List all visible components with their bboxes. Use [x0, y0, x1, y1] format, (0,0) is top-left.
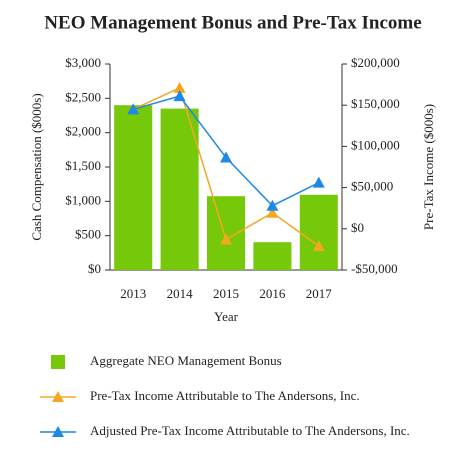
y2-axis-label: Pre-Tax Income ($000s)	[421, 104, 436, 230]
y-tick-label: $2,500	[65, 89, 101, 104]
marker	[266, 199, 279, 211]
legend-swatch	[52, 426, 64, 437]
legend-label: Adjusted Pre-Tax Income Attributable to …	[90, 423, 410, 438]
bar	[160, 108, 199, 270]
marker	[312, 240, 325, 252]
y-tick-label: $3,000	[65, 55, 101, 70]
marker	[220, 151, 232, 163]
marker	[173, 90, 186, 102]
legend-label: Aggregate NEO Management Bonus	[90, 353, 282, 368]
marker	[220, 233, 232, 245]
legend-label: Pre-Tax Income Attributable to The Ander…	[90, 388, 360, 403]
y-tick-label: $2,000	[65, 124, 101, 139]
legend-swatch	[52, 391, 64, 402]
y-tick-label: $0	[88, 261, 101, 276]
y2-tick-label: $0	[351, 220, 364, 235]
chart-title: NEO Management Bonus and Pre-Tax Income	[44, 12, 421, 33]
x-tick-label: 2014	[167, 286, 194, 301]
x-tick-label: 2015	[213, 286, 239, 301]
y2-tick-label: $50,000	[351, 179, 393, 194]
marker	[266, 206, 279, 218]
legend-swatch	[51, 355, 65, 369]
marker	[127, 103, 140, 115]
bar	[253, 242, 292, 270]
bar	[114, 105, 153, 270]
marker	[312, 176, 325, 188]
marker	[173, 81, 186, 93]
bar	[206, 196, 246, 270]
x-tick-label: 2016	[259, 286, 286, 301]
y2-tick-label: $200,000	[351, 55, 400, 70]
x-tick-label: 2017	[306, 286, 333, 301]
bar	[299, 194, 338, 270]
x-tick-label: 2013	[120, 286, 146, 301]
y-tick-label: $1,000	[65, 192, 101, 207]
x-axis-label: Year	[214, 309, 239, 324]
y2-tick-label: $150,000	[351, 96, 400, 111]
y2-tick-label: -$50,000	[351, 261, 398, 276]
y-tick-label: $1,500	[65, 158, 101, 173]
y2-tick-label: $100,000	[351, 137, 400, 152]
y-axis-label: Cash Compensation ($000s)	[29, 93, 44, 240]
y-tick-label: $500	[75, 227, 101, 242]
